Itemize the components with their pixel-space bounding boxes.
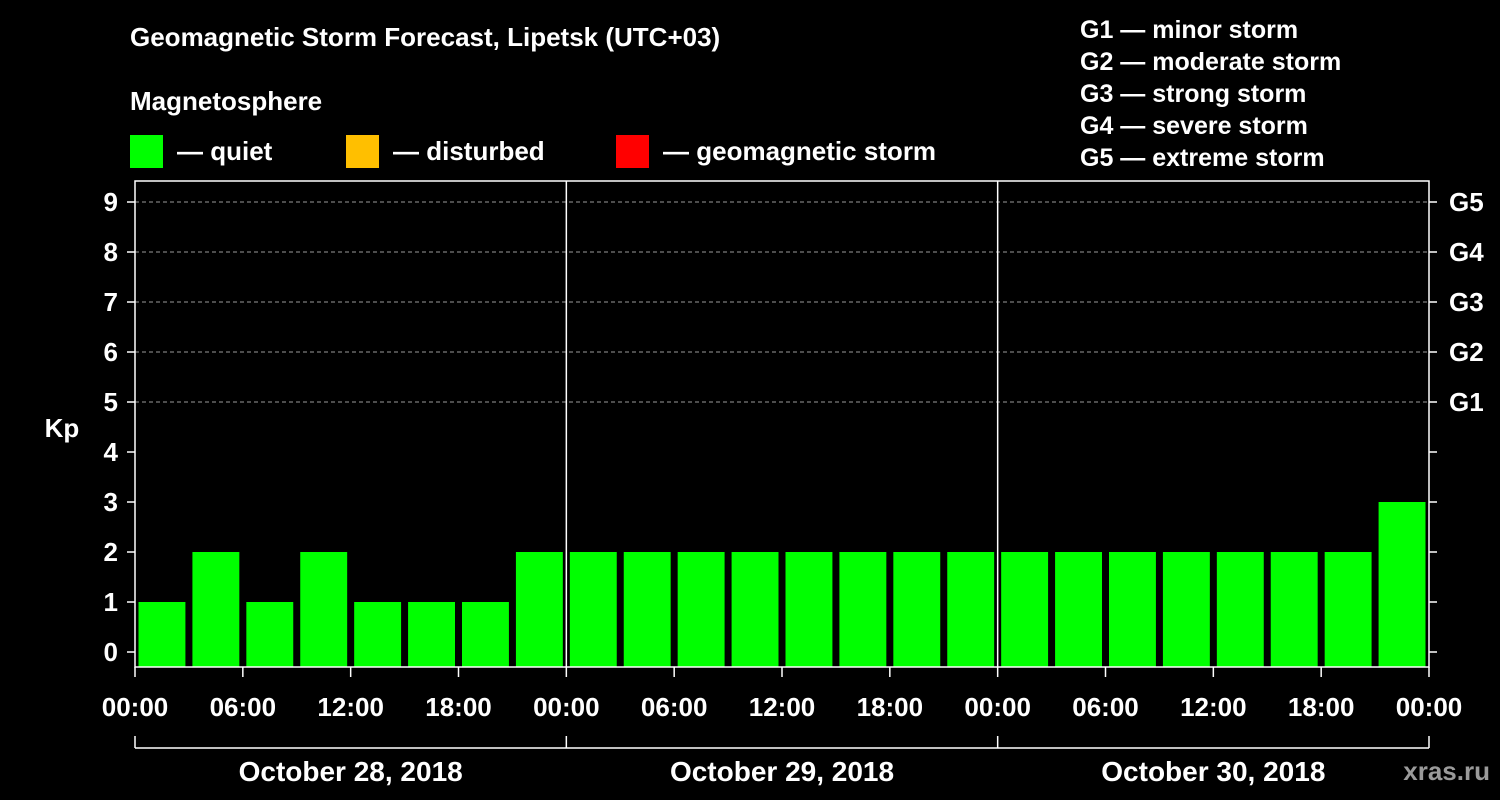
kp-bar — [1001, 552, 1049, 667]
y-tick-label: 7 — [104, 287, 118, 317]
x-tick-label: 06:00 — [641, 692, 708, 722]
y-tick-label: 5 — [104, 387, 118, 417]
storm-scale-legend: G1 — minor storm G2 — moderate storm G3 … — [1080, 14, 1341, 174]
y-tick-label: 8 — [104, 237, 118, 267]
magnetosphere-label: Magnetosphere — [130, 86, 323, 116]
x-tick-label: 12:00 — [317, 692, 384, 722]
watermark: xras.ru — [1403, 756, 1490, 786]
kp-bar — [677, 552, 725, 667]
x-tick-label: 18:00 — [1288, 692, 1355, 722]
legend-label-quiet: — quiet — [177, 135, 273, 166]
storm-level-label: G4 — [1449, 237, 1484, 267]
kp-bar — [1324, 552, 1372, 667]
legend-item-disturbed: — disturbed — [346, 134, 545, 168]
x-tick-label: 06:00 — [210, 692, 277, 722]
storm-level-label: G3 — [1449, 287, 1484, 317]
x-tick-label: 00:00 — [102, 692, 169, 722]
x-tick-label: 00:00 — [964, 692, 1031, 722]
kp-bar — [1109, 552, 1156, 667]
x-tick-label: 18:00 — [857, 692, 924, 722]
kp-bar — [893, 552, 941, 667]
page-title: Geomagnetic Storm Forecast, Lipetsk (UTC… — [130, 22, 721, 52]
kp-bar — [1055, 552, 1102, 667]
storm-scale-g2: G2 — moderate storm — [1080, 48, 1342, 76]
y-tick-label: 9 — [104, 187, 118, 217]
legend-label-storm: — geomagnetic storm — [663, 135, 937, 166]
x-tick-label: 18:00 — [425, 692, 492, 722]
day-label: October 28, 2018 — [239, 756, 463, 787]
storm-scale-g4: G4 — severe storm — [1080, 112, 1308, 140]
kp-bar — [462, 602, 509, 667]
x-tick-label: 06:00 — [1072, 692, 1139, 722]
kp-bar — [947, 552, 995, 667]
kp-bar — [1270, 552, 1318, 667]
kp-bar — [731, 552, 779, 667]
kp-bar — [1378, 502, 1426, 667]
x-tick-label: 12:00 — [1180, 692, 1247, 722]
kp-bar — [515, 552, 563, 667]
disturbed-swatch — [346, 134, 379, 168]
kp-bar — [1216, 552, 1264, 667]
kp-bar — [246, 602, 294, 667]
kp-bar — [1162, 552, 1210, 667]
kp-bar — [138, 602, 186, 667]
legend-item-storm: — geomagnetic storm — [616, 134, 936, 168]
kp-bar — [408, 602, 455, 667]
y-tick-label: 3 — [104, 487, 118, 517]
y-tick-label: 1 — [104, 587, 118, 617]
legend-item-quiet: — quiet — [130, 134, 272, 168]
storm-level-label: G5 — [1449, 187, 1484, 217]
y-axis-label: Kp — [45, 413, 80, 443]
y-tick-label: 6 — [104, 337, 118, 367]
kp-bar — [192, 552, 240, 667]
y-tick-label: 4 — [104, 437, 119, 467]
legend-label-disturbed: — disturbed — [393, 135, 545, 166]
kp-bar — [354, 602, 402, 667]
kp-bar — [569, 552, 617, 667]
quiet-swatch — [130, 134, 163, 168]
x-tick-label: 12:00 — [749, 692, 816, 722]
storm-level-label: G2 — [1449, 337, 1484, 367]
kp-bar — [839, 552, 887, 667]
y-tick-label: 0 — [104, 637, 118, 667]
storm-level-label: G1 — [1449, 387, 1484, 417]
x-tick-label: 00:00 — [1396, 692, 1463, 722]
day-label: October 29, 2018 — [670, 756, 894, 787]
day-label: October 30, 2018 — [1101, 756, 1325, 787]
storm-scale-g1: G1 — minor storm — [1080, 16, 1299, 44]
storm-scale-g5: G5 — extreme storm — [1080, 144, 1325, 172]
kp-bar — [300, 552, 348, 667]
x-tick-label: 00:00 — [533, 692, 600, 722]
y-tick-label: 2 — [104, 537, 118, 567]
storm-scale-g3: G3 — strong storm — [1080, 80, 1307, 108]
kp-bar — [785, 552, 833, 667]
storm-swatch — [616, 134, 649, 168]
kp-bar — [623, 552, 671, 667]
